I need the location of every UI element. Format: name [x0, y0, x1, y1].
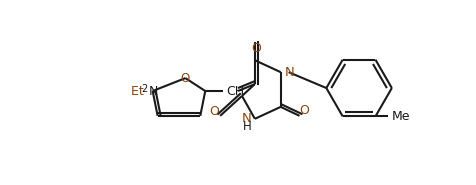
- Text: N: N: [242, 112, 251, 125]
- Text: O: O: [250, 42, 260, 55]
- Text: O: O: [299, 104, 309, 117]
- Text: O: O: [209, 105, 218, 118]
- Text: N: N: [284, 66, 294, 79]
- Text: Me: Me: [390, 110, 409, 123]
- Text: N: N: [149, 85, 158, 97]
- Text: H: H: [243, 120, 251, 133]
- Text: CH: CH: [226, 85, 244, 97]
- Text: Et: Et: [131, 85, 148, 97]
- Text: 2: 2: [141, 84, 148, 94]
- Text: O: O: [180, 72, 189, 85]
